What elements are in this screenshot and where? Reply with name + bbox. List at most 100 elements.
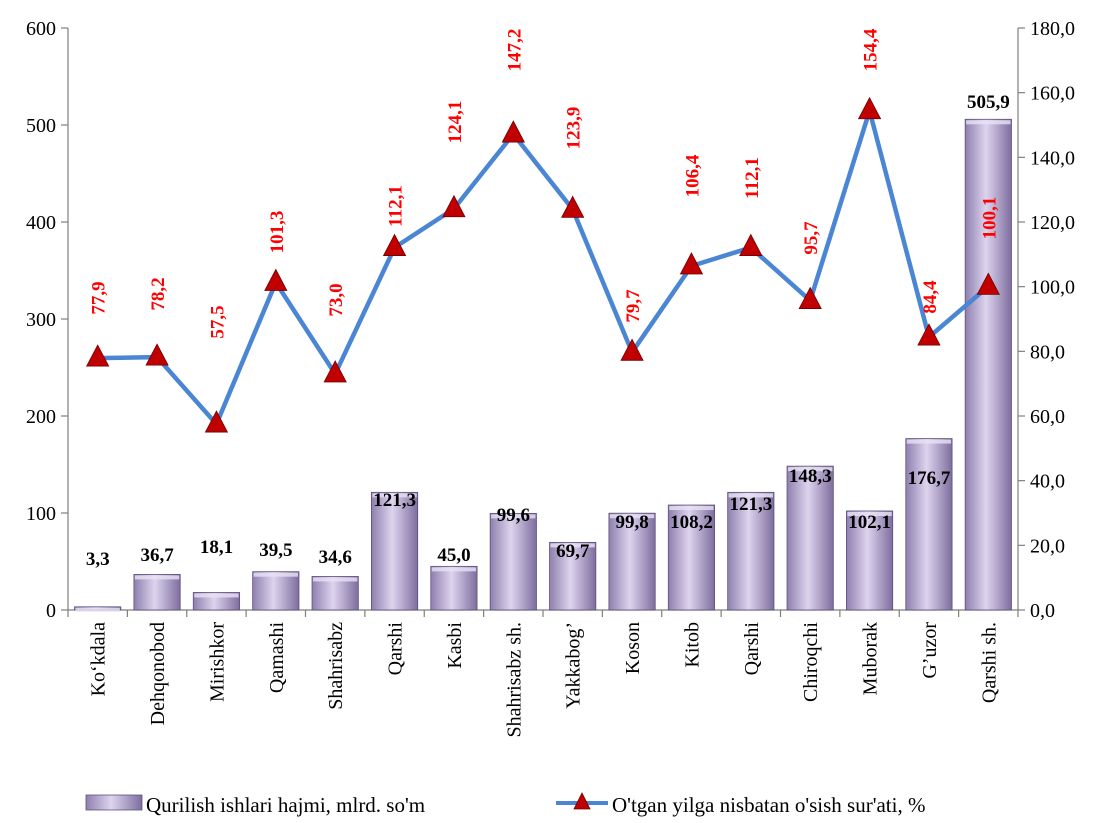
category-label: Kitob	[681, 622, 703, 668]
line-data-label: 77,9	[89, 281, 110, 314]
bar	[430, 565, 478, 611]
line-marker	[857, 96, 882, 120]
right-tick-label: 20,0	[1030, 535, 1065, 557]
bar-data-label: 45,0	[437, 545, 470, 566]
bar	[252, 571, 300, 611]
line-data-label: 112,1	[386, 185, 407, 227]
axes: 0 100 200 300 400 500 600 0,0 20,0 40,0 60,0 80,0 10…	[26, 18, 1075, 622]
right-tick-label: 120,0	[1030, 212, 1075, 234]
line-marker	[561, 195, 585, 218]
legend-bar-label: Qurilish ishlari hajmi, mlrd. so'm	[146, 793, 425, 817]
bar-top-highlight	[788, 467, 833, 472]
bar-top-highlight	[134, 575, 180, 580]
bar-data-label: 102,1	[848, 512, 891, 533]
bar-data-label: 69,7	[556, 541, 590, 562]
legend-bar-swatch	[85, 794, 143, 811]
line-data-label: 79,7	[623, 289, 644, 323]
category-label: Mirishkor	[206, 622, 228, 702]
bar	[549, 541, 597, 611]
category-label: Shahrisabz	[325, 622, 347, 710]
bar-top-highlight	[609, 514, 655, 519]
left-tick-label: 600	[26, 18, 56, 40]
line-data-label: 123,9	[564, 107, 585, 150]
bar	[608, 512, 656, 611]
left-tick-label: 400	[26, 212, 56, 234]
bar-top-highlight	[75, 607, 120, 612]
line-series	[86, 96, 1000, 433]
bar	[727, 491, 775, 611]
right-tick-label: 100,0	[1030, 277, 1075, 299]
line-data-label: 100,1	[979, 197, 1000, 240]
line-data-label: 154,4	[861, 28, 882, 71]
bar-top-highlight	[491, 514, 536, 519]
category-label: Kasbi	[444, 622, 466, 669]
left-tick-label: 100	[26, 503, 56, 525]
line-marker	[917, 323, 941, 346]
bar-top-highlight	[253, 572, 298, 577]
category-label: Shahrisabz sh.	[503, 622, 525, 738]
legend: Qurilish ishlari hajmi, mlrd. so'm O'tga…	[85, 792, 925, 817]
line-path	[97, 108, 990, 427]
line-data-label: 124,1	[445, 101, 466, 144]
legend-line-marker	[573, 792, 591, 810]
bar-data-label: 121,3	[373, 490, 416, 511]
bar	[905, 438, 953, 611]
line-data-label: 73,0	[326, 283, 347, 316]
bar	[846, 510, 894, 611]
line-data-label: 57,5	[207, 305, 228, 338]
line-data-label: 112,1	[742, 157, 763, 199]
line-marker	[442, 194, 466, 218]
category-label: G’uzor	[919, 622, 941, 679]
line-data-label: 84,4	[920, 280, 941, 314]
bar-data-label: 18,1	[200, 537, 233, 558]
bar-data-label: 121,3	[729, 494, 772, 515]
line-marker	[501, 120, 525, 143]
right-tick-label: 180,0	[1030, 18, 1075, 40]
category-label: Koson	[622, 622, 644, 674]
bar-top-highlight	[431, 567, 477, 572]
line-marker	[382, 233, 407, 256]
bar-data-label: 505,9	[967, 92, 1010, 113]
right-tick-label: 160,0	[1030, 83, 1075, 105]
category-label: Qarshi	[385, 622, 407, 676]
bar-top-highlight	[669, 506, 714, 511]
bar-data-label: 99,6	[497, 505, 530, 526]
bar-top-highlight	[966, 120, 1011, 125]
bar-data-label: 99,8	[615, 512, 648, 533]
line-data-label: 101,3	[267, 211, 288, 254]
bar-data-label: 176,7	[908, 468, 951, 489]
category-label: Yakkabog’	[563, 622, 585, 709]
legend-line-label: O'tgan yilga nisbatan o'sish sur'ati, %	[612, 793, 925, 817]
bar	[786, 465, 834, 611]
bar-data-label: 108,2	[670, 512, 713, 533]
line-marker	[620, 338, 644, 361]
bar-data-label: 148,3	[789, 466, 832, 487]
bar-series	[74, 118, 1012, 612]
bar-top-highlight	[906, 439, 952, 444]
right-tick-label: 140,0	[1030, 147, 1075, 169]
category-labels: Ko‘kdala Dehqonobod Mirishkor Qamashi Shahri…	[88, 622, 1001, 738]
bar-top-highlight	[728, 493, 773, 498]
right-tick-label: 60,0	[1030, 406, 1065, 428]
bar-top-highlight	[847, 511, 892, 516]
bar-top-highlight	[313, 577, 358, 582]
line-data-label: 95,7	[801, 221, 822, 255]
line-labels: 77,9 78,2 57,5 101,3 73,0 112,1 124,1 147,2 123,…	[89, 28, 1001, 339]
line-marker	[739, 233, 763, 256]
bar	[133, 574, 181, 611]
line-marker	[976, 272, 1000, 295]
bar-top-highlight	[194, 593, 239, 598]
left-tick-label: 200	[26, 406, 56, 428]
bar-data-label: 3,3	[86, 549, 110, 570]
line-marker	[323, 360, 347, 383]
line-marker	[264, 268, 288, 291]
bar	[371, 491, 419, 611]
left-tick-label: 500	[26, 115, 56, 137]
bar-top-highlight	[550, 543, 595, 548]
category-label: Qarshi sh.	[978, 622, 1000, 703]
line-marker	[798, 286, 822, 309]
left-tick-label: 300	[26, 309, 56, 331]
category-label: Muborak	[860, 622, 882, 695]
right-tick-label: 40,0	[1030, 471, 1065, 493]
